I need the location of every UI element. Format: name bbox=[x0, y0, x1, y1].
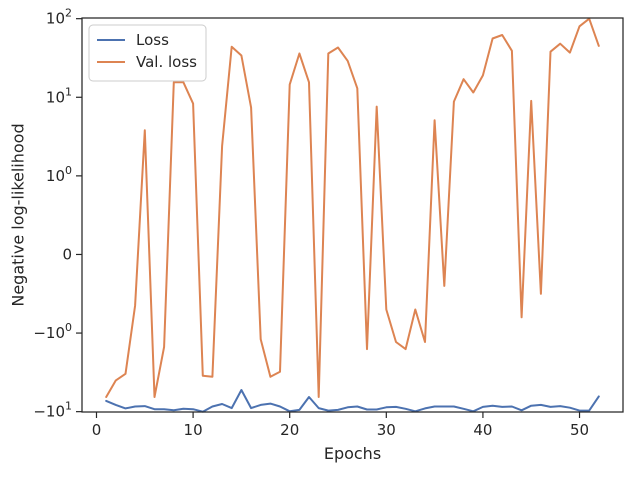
series-line-val-loss bbox=[105, 17, 600, 398]
x-tick-label: 50 bbox=[570, 421, 589, 439]
y-tick-label: 0 bbox=[62, 245, 72, 263]
axes-frame bbox=[81, 17, 624, 413]
x-tick-label: 40 bbox=[473, 421, 492, 439]
x-tick-label: 20 bbox=[280, 421, 299, 439]
y-tick-label: 100 bbox=[46, 164, 72, 185]
x-tick-label: 10 bbox=[184, 421, 203, 439]
x-axis-label: Epochs bbox=[324, 444, 381, 463]
y-tick-label: 102 bbox=[46, 7, 72, 28]
series-line-loss bbox=[105, 389, 600, 413]
legend-label: Val. loss bbox=[136, 53, 197, 71]
x-tick-label: 30 bbox=[377, 421, 396, 439]
y-tick-label: −101 bbox=[33, 400, 72, 421]
legend-label: Loss bbox=[136, 31, 169, 49]
y-axis-label: Negative log-likelihood bbox=[9, 123, 28, 306]
axes: 0 10 20 30 40 50 −101 −100 0 100 101 102 bbox=[33, 7, 589, 439]
y-tick-label: 101 bbox=[46, 85, 72, 106]
plot-frame bbox=[81, 17, 624, 413]
plot-series bbox=[105, 17, 600, 413]
legend[interactable]: Loss Val. loss bbox=[88, 24, 207, 82]
y-tick-label: −100 bbox=[33, 321, 72, 342]
x-tick-label: 0 bbox=[92, 421, 102, 439]
